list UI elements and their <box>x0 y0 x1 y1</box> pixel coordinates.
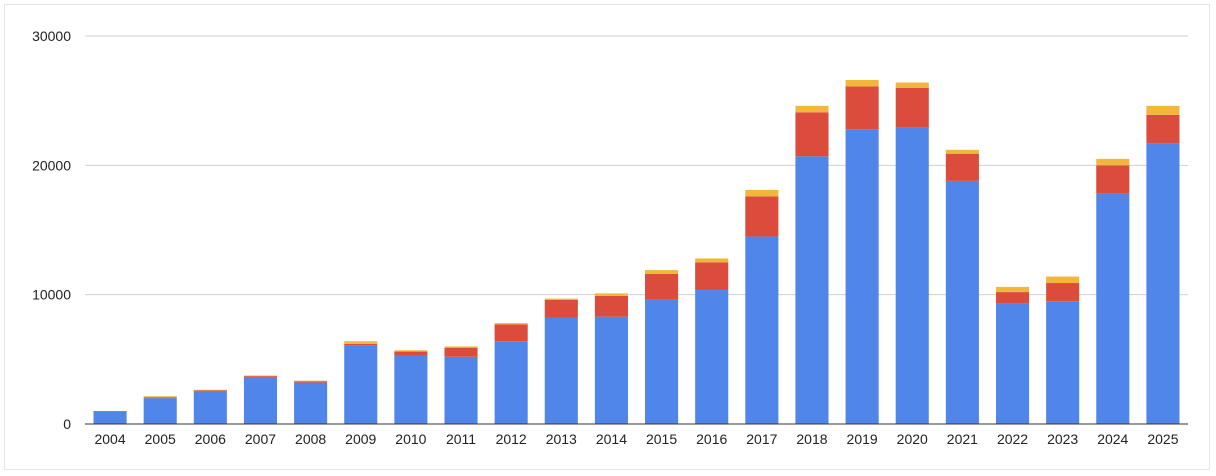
bar-segment-2009-series-3 <box>344 341 378 344</box>
x-tick-label: 2020 <box>897 431 928 447</box>
x-tick-label: 2008 <box>295 431 326 447</box>
bar-segment-2011-series-1 <box>444 356 478 424</box>
bar-segment-2023-series-3 <box>1046 276 1080 284</box>
x-tick-label: 2017 <box>746 431 777 447</box>
bar-segment-2015-series-2 <box>645 273 679 300</box>
bar-segment-2007-series-1 <box>243 377 278 424</box>
bar-segment-2006-series-2 <box>193 390 227 392</box>
bar-segment-2018-series-1 <box>795 156 829 424</box>
bar-segment-2017-series-3 <box>745 189 779 197</box>
bar-segment-2016-series-2 <box>695 262 729 290</box>
bar-segment-2006-series-1 <box>193 391 227 424</box>
bar-segment-2007-series-2 <box>243 376 278 378</box>
x-tick-label: 2021 <box>947 431 978 447</box>
x-tick-label: 2014 <box>596 431 627 447</box>
bar-segment-2012-series-1 <box>494 341 528 424</box>
bar-segment-2022-series-1 <box>995 303 1030 424</box>
bar-segment-2020-series-3 <box>895 82 929 88</box>
bar-segment-2024-series-1 <box>1096 193 1130 424</box>
bar-segment-2006-series-3 <box>193 389 227 391</box>
x-tick-label: 2015 <box>646 431 677 447</box>
bar-segment-2010-series-3 <box>394 350 428 352</box>
bar-segment-2025-series-3 <box>1146 105 1180 115</box>
bar-segment-2024-series-3 <box>1096 158 1130 166</box>
bar-segment-2025-series-1 <box>1146 143 1180 424</box>
y-tick-label: 30000 <box>32 28 71 44</box>
bar-segment-2009-series-1 <box>344 345 378 424</box>
bar-segment-2008-series-2 <box>294 381 328 383</box>
bar-segment-2014-series-3 <box>594 293 628 296</box>
bar-segment-2013-series-2 <box>544 299 578 318</box>
bar-segment-2013-series-1 <box>544 317 578 424</box>
bar-segment-2015-series-3 <box>645 270 679 274</box>
x-tick-label: 2012 <box>496 431 527 447</box>
bar-segment-2011-series-3 <box>444 346 478 348</box>
bar-segment-2009-series-2 <box>344 343 378 346</box>
bar-segment-2018-series-2 <box>795 112 829 157</box>
bar-segment-2007-series-3 <box>243 375 278 377</box>
y-tick-label: 10000 <box>32 287 71 303</box>
x-tick-label: 2023 <box>1047 431 1078 447</box>
bar-segment-2017-series-2 <box>745 196 779 237</box>
bar-segment-2019-series-3 <box>845 79 879 87</box>
x-tick-label: 2005 <box>145 431 176 447</box>
bar-segment-2014-series-2 <box>594 295 628 317</box>
x-tick-label: 2007 <box>245 431 276 447</box>
x-tick-label: 2025 <box>1147 431 1178 447</box>
bar-segment-2024-series-2 <box>1096 165 1130 194</box>
x-tick-label: 2024 <box>1097 431 1128 447</box>
bar-segment-2014-series-1 <box>594 316 628 424</box>
x-tick-label: 2004 <box>94 431 125 447</box>
bar-segment-2021-series-1 <box>945 180 979 424</box>
bar-segment-2025-series-2 <box>1146 114 1180 144</box>
bar-segment-2012-series-2 <box>494 324 528 342</box>
bar-segment-2015-series-1 <box>645 299 679 424</box>
bar-segment-2021-series-2 <box>945 153 979 181</box>
y-tick-label: 20000 <box>32 157 71 173</box>
x-tick-label: 2019 <box>847 431 878 447</box>
bar-segment-2021-series-3 <box>945 149 979 154</box>
x-tick-label: 2013 <box>546 431 577 447</box>
x-tick-label: 2022 <box>997 431 1028 447</box>
bar-segment-2013-series-3 <box>544 298 578 300</box>
bar-segment-2019-series-1 <box>845 129 879 424</box>
bar-segment-2020-series-2 <box>895 87 929 128</box>
bar-segment-2005-series-3 <box>143 396 177 398</box>
x-tick-label: 2016 <box>696 431 727 447</box>
x-tick-label: 2009 <box>345 431 376 447</box>
bar-segment-2020-series-1 <box>895 127 929 425</box>
x-tick-label: 2018 <box>796 431 827 447</box>
bar-segment-2005-series-1 <box>143 398 177 424</box>
bar-segment-2019-series-2 <box>845 86 879 130</box>
bar-segment-2008-series-3 <box>294 380 328 382</box>
bar-segment-2012-series-3 <box>494 323 528 325</box>
bar-segment-2017-series-1 <box>745 236 779 424</box>
y-tick-label: 0 <box>63 416 71 432</box>
bar-segment-2005-series-2 <box>143 397 177 399</box>
bar-segment-2008-series-1 <box>294 382 328 424</box>
bar-segment-2023-series-1 <box>1046 301 1080 424</box>
x-tick-label: 2010 <box>395 431 426 447</box>
bar-segment-2011-series-2 <box>444 347 478 357</box>
bar-segment-2022-series-3 <box>995 286 1030 293</box>
bar-segment-2022-series-2 <box>995 292 1030 304</box>
bar-segment-2016-series-3 <box>695 258 729 263</box>
bar-segment-2004-series-1 <box>93 411 127 424</box>
x-tick-label: 2011 <box>446 431 476 447</box>
bar-segment-2010-series-1 <box>394 355 428 424</box>
bar-segment-2023-series-2 <box>1046 283 1080 302</box>
bar-segment-2018-series-3 <box>795 105 829 113</box>
bar-segment-2010-series-2 <box>394 351 428 356</box>
x-tick-label: 2006 <box>195 431 226 447</box>
bar-segment-2016-series-1 <box>695 289 729 424</box>
